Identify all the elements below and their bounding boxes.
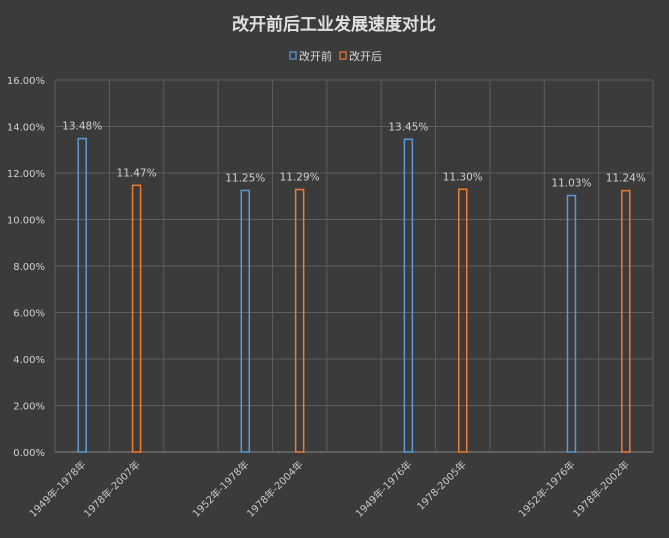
x-tick-label: 1949年-1976年 bbox=[353, 458, 415, 520]
y-tick-label: 12.00% bbox=[7, 169, 45, 180]
bar bbox=[294, 188, 305, 453]
bar bbox=[566, 194, 577, 453]
x-tick-label: 1952年-1976年 bbox=[516, 458, 578, 520]
data-label: 11.29% bbox=[280, 172, 320, 184]
y-tick-label: 4.00% bbox=[13, 355, 45, 366]
grid-lines bbox=[54, 79, 654, 453]
legend-swatch bbox=[289, 51, 297, 60]
y-axis: 0.00% 2.00% 4.00% 6.00% 8.00% 10.00% 12.00% 14.… bbox=[7, 76, 45, 459]
legend-label: 改开前 bbox=[299, 49, 332, 63]
data-label: 11.03% bbox=[551, 178, 591, 190]
bar bbox=[457, 188, 468, 453]
data-label: 11.47% bbox=[117, 167, 157, 179]
chart-legend: 改开前 改开后 bbox=[289, 49, 382, 63]
x-tick-label: 1952年-1978年 bbox=[190, 458, 252, 520]
data-label: 13.48% bbox=[62, 121, 102, 133]
data-label: 11.24% bbox=[606, 173, 646, 185]
bars: 13.48% 11.25% 13.45% 11.03% 11.47% 11.29% 11.3… bbox=[62, 121, 646, 453]
bar bbox=[131, 184, 142, 453]
data-label: 11.30% bbox=[443, 171, 483, 183]
bar bbox=[77, 137, 87, 453]
y-tick-label: 14.00% bbox=[7, 123, 45, 134]
y-tick-label: 0.00% bbox=[13, 448, 45, 459]
x-tick-label: 1978年-2007年 bbox=[81, 458, 143, 520]
bar bbox=[240, 189, 251, 453]
x-tick-label: 1978年-2004年 bbox=[244, 458, 306, 520]
legend-label: 改开后 bbox=[349, 49, 382, 63]
bar bbox=[403, 138, 414, 453]
y-tick-label: 6.00% bbox=[13, 309, 45, 320]
y-tick-label: 2.00% bbox=[13, 402, 45, 413]
x-tick-label: 1949年-1978年 bbox=[26, 458, 88, 520]
y-tick-label: 10.00% bbox=[7, 216, 45, 227]
x-tick-label: 1978-2005年 bbox=[414, 458, 469, 513]
data-label: 13.45% bbox=[388, 121, 428, 133]
y-tick-label: 8.00% bbox=[13, 262, 45, 273]
bar bbox=[621, 189, 631, 453]
data-label: 11.25% bbox=[225, 172, 265, 184]
legend-swatch bbox=[339, 51, 347, 60]
x-tick-label: 1978年-2002年 bbox=[570, 458, 632, 520]
chart-title: 改开前后工业发展速度对比 bbox=[232, 14, 436, 35]
y-tick-label: 16.00% bbox=[7, 76, 45, 87]
